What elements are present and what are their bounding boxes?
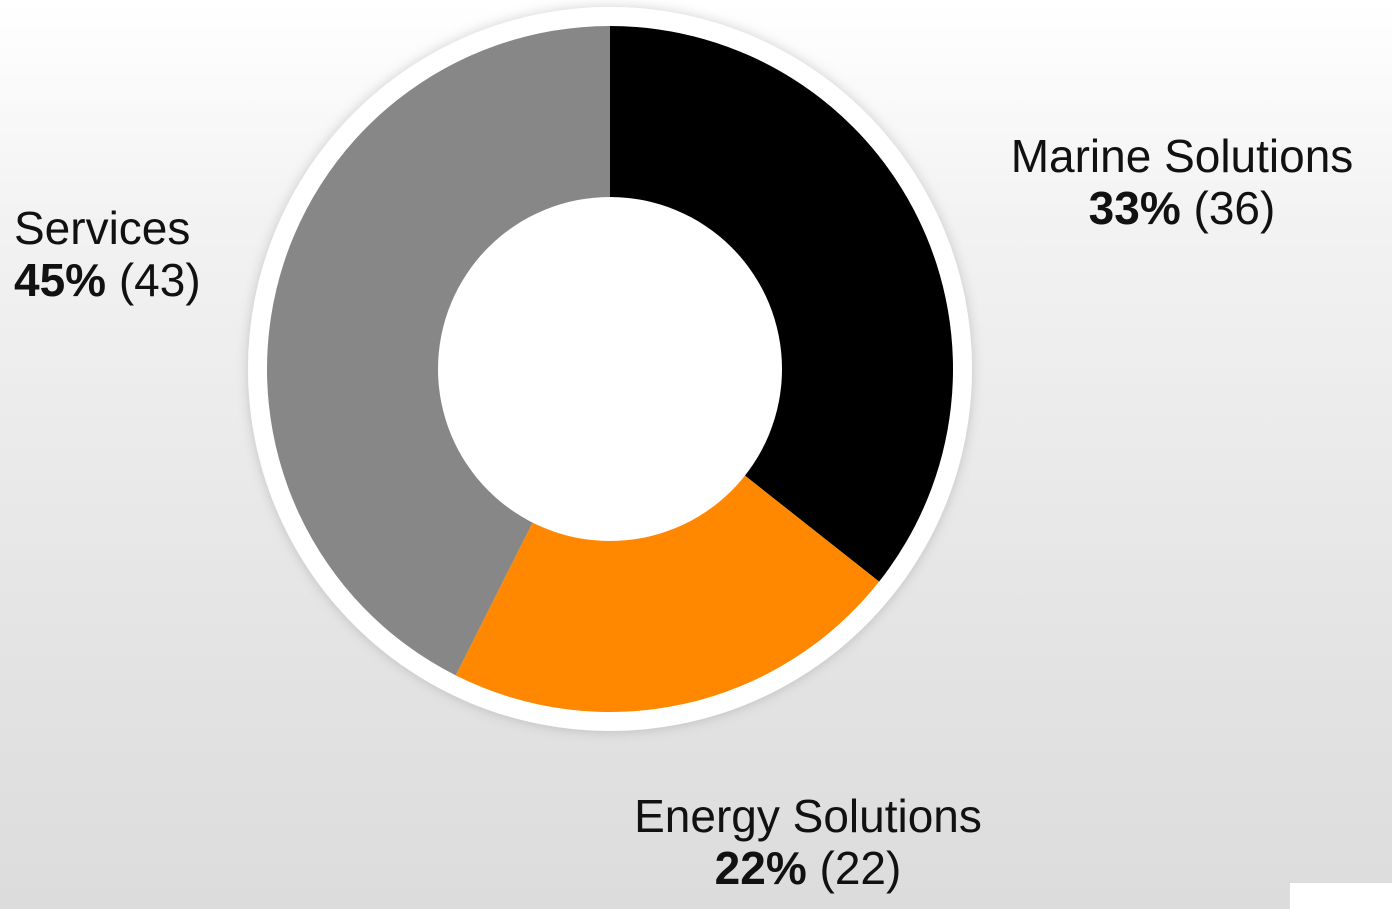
- slice-label-energy-solutions: Energy Solutions 22% (22): [590, 790, 1026, 894]
- slice-label-marine-solutions: Marine Solutions 33% (36): [984, 130, 1380, 234]
- slice-value-marine-solutions: (36): [1194, 182, 1276, 234]
- corner-blank-box: [1290, 883, 1392, 909]
- slice-name-energy-solutions: Energy Solutions: [590, 790, 1026, 842]
- donut-hole: [468, 227, 752, 511]
- slice-name-services: Services: [14, 202, 201, 254]
- slice-value-services: (43): [119, 254, 201, 306]
- slice-percent-energy-solutions: 22%: [715, 842, 807, 894]
- slice-label-services: Services 45% (43): [14, 202, 201, 306]
- slice-percent-marine-solutions: 33%: [1089, 182, 1181, 234]
- slice-percent-services: 45%: [14, 254, 106, 306]
- slice-name-marine-solutions: Marine Solutions: [984, 130, 1380, 182]
- slice-value-energy-solutions: (22): [820, 842, 902, 894]
